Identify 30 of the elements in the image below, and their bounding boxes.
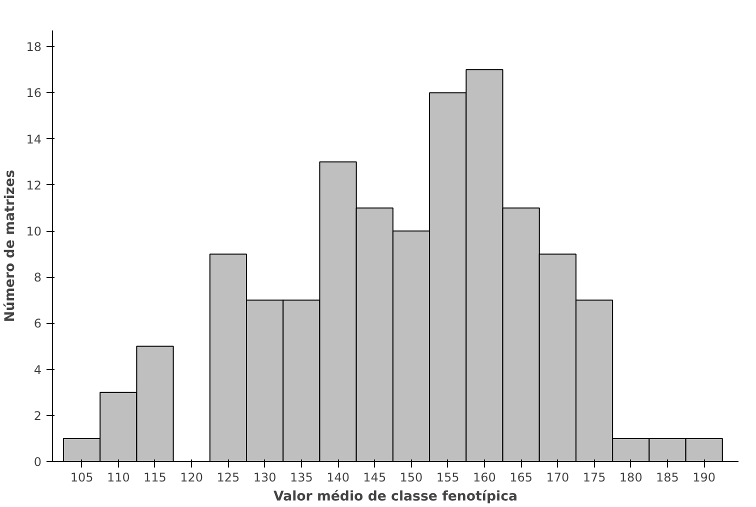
x-tick-label: 175 bbox=[582, 470, 606, 484]
x-tick-label: 165 bbox=[510, 470, 533, 484]
y-tick-label: 18 bbox=[26, 40, 42, 54]
x-tick-label: 155 bbox=[436, 470, 460, 484]
y-tick-label: 12 bbox=[26, 178, 42, 192]
x-tick-label: 120 bbox=[180, 470, 204, 484]
y-axis-title: Número de matrizes bbox=[3, 170, 18, 322]
x-tick-label: 190 bbox=[692, 470, 716, 484]
y-tick-label: 8 bbox=[34, 270, 42, 285]
x-tick-label: 145 bbox=[363, 470, 386, 484]
x-tick-label: 180 bbox=[619, 470, 642, 484]
y-tick-label: 4 bbox=[34, 362, 42, 377]
x-tick-label: 110 bbox=[106, 470, 130, 484]
x-tick-label: 170 bbox=[546, 470, 570, 484]
x-axis-title: Valor médio de classe fenotípica bbox=[273, 490, 518, 504]
y-tick-label: 0 bbox=[34, 455, 42, 469]
y-tick-label: 10 bbox=[26, 224, 42, 239]
x-tick-label: 160 bbox=[473, 470, 496, 484]
x-tick-label: 185 bbox=[656, 470, 679, 484]
y-tick-label: 2 bbox=[34, 408, 42, 423]
x-tick-label: 105 bbox=[70, 470, 94, 484]
x-tick-label: 140 bbox=[326, 470, 350, 484]
x-tick-label: 150 bbox=[400, 470, 423, 484]
x-tick-label: 130 bbox=[253, 470, 276, 484]
y-tick-label: 14 bbox=[26, 132, 42, 146]
x-tick-label: 115 bbox=[144, 470, 166, 484]
x-tick-label: 135 bbox=[290, 470, 313, 484]
y-tick-label: 6 bbox=[34, 316, 42, 331]
x-tick-label: 125 bbox=[216, 470, 240, 484]
y-tick-label: 16 bbox=[26, 86, 42, 100]
